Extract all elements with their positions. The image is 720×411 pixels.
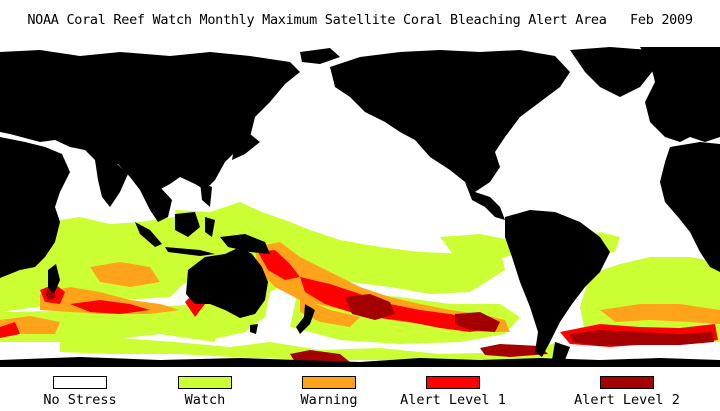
land-tasmania — [250, 324, 258, 334]
alert2-southern-east — [480, 344, 548, 357]
legend-item-warning: Warning — [264, 376, 394, 408]
land-se-asia — [140, 187, 172, 222]
land-north-america — [330, 50, 570, 192]
land-india — [95, 160, 128, 207]
land-arctic-islands — [300, 48, 340, 64]
alert2-south-pacific-east — [455, 312, 500, 332]
land-sulawesi — [205, 217, 215, 237]
alert-area-map — [0, 42, 720, 367]
alert2-atlantic — [570, 330, 714, 346]
land-eurasia — [0, 50, 300, 192]
land-south-america — [505, 210, 610, 357]
alert1-indian — [70, 300, 150, 314]
land-philippines — [200, 182, 212, 207]
map-title: NOAA Coral Reef Watch Monthly Maximum Sa… — [27, 12, 693, 28]
land-greenland — [570, 47, 660, 97]
alert2-south-pacific — [345, 294, 395, 320]
land-central-america — [465, 182, 505, 220]
warning-atlantic — [600, 304, 720, 324]
land-antarctic-peninsula — [552, 342, 570, 360]
legend-swatch-alert-level-1 — [426, 376, 480, 389]
warning-indian — [40, 287, 180, 314]
watch-band-eastern-pacific — [440, 234, 515, 262]
legend-swatch-warning — [302, 376, 356, 389]
legend-label-alert-level-1: Alert Level 1 — [400, 392, 506, 408]
legend-label-alert-level-2: Alert Level 2 — [574, 392, 680, 408]
land-new-guinea — [220, 234, 270, 254]
land — [0, 47, 720, 367]
land-japan — [232, 134, 260, 160]
alert1-coral-sea — [258, 250, 300, 280]
land-madagascar — [48, 264, 60, 294]
legend-swatch-watch — [178, 376, 232, 389]
land-antarctica — [0, 357, 720, 367]
alert1-south-pacific — [300, 277, 495, 332]
land-europe-east — [640, 47, 720, 142]
land-new-zealand — [296, 304, 315, 334]
land-java — [165, 247, 215, 256]
legend-label-no-stress: No Stress — [43, 392, 117, 408]
watch-band-tropics — [40, 237, 185, 264]
land-borneo — [175, 212, 200, 237]
legend-swatch-alert-level-2 — [600, 376, 654, 389]
land-africa — [0, 137, 70, 278]
legend-item-alert-level-2: Alert Level 2 — [562, 376, 692, 408]
land-sumatra — [135, 222, 162, 247]
warning-indian-north — [90, 262, 160, 287]
legend-swatch-no-stress — [53, 376, 107, 389]
legend-item-no-stress: No Stress — [15, 376, 145, 408]
warning-south-pacific — [300, 297, 360, 327]
legend-item-watch: Watch — [140, 376, 270, 408]
legend-label-warning: Warning — [300, 392, 358, 408]
land-australia — [186, 247, 268, 318]
legend: No Stress Watch Warning Alert Level 1 Al… — [0, 376, 720, 411]
alert1-africa-coast — [0, 322, 20, 338]
land-africa-west — [660, 142, 720, 272]
warning-coral-sea — [255, 242, 510, 332]
alert2-indian — [45, 288, 56, 300]
legend-label-watch: Watch — [184, 392, 226, 408]
legend-item-alert-level-1: Alert Level 1 — [388, 376, 518, 408]
